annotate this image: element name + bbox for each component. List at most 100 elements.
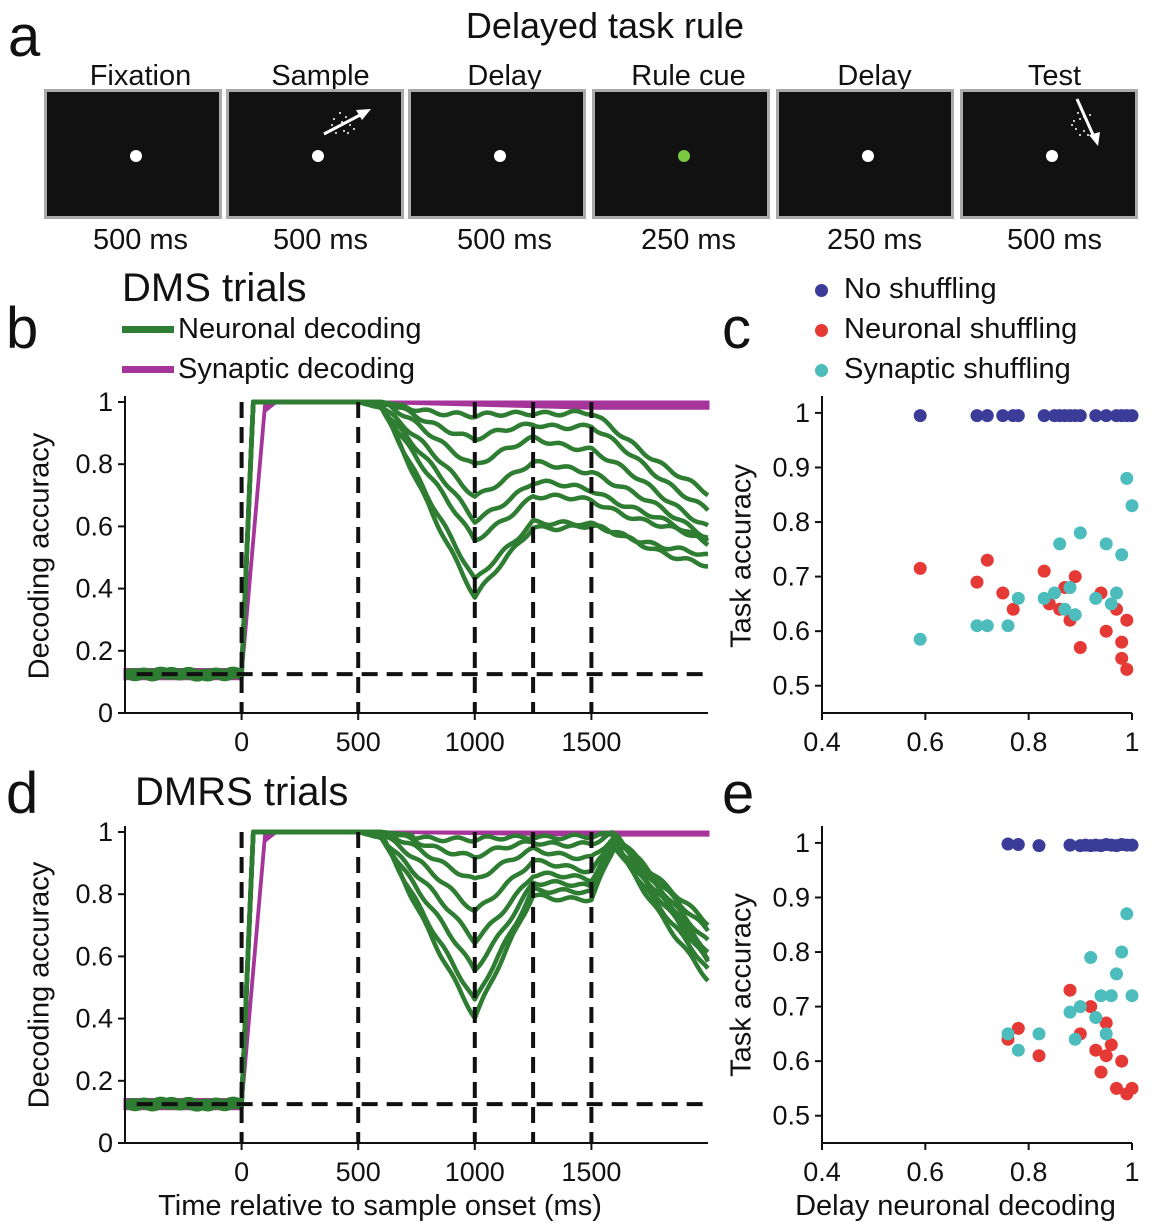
panel-a-label: a — [8, 4, 41, 69]
synaptic-shuffling-point — [1073, 1000, 1087, 1014]
legend-neuronal-swatch — [122, 326, 174, 333]
panel-d-xlabel: Time relative to sample onset (ms) — [158, 1190, 602, 1222]
no-shuffling-point — [1099, 409, 1113, 423]
neuronal-decoding-line — [124, 399, 710, 679]
legend-neuronal-shuffling-dot — [815, 324, 828, 337]
y-tick-label: 0.4 — [75, 1004, 113, 1034]
neuronal-shuffling-point — [1089, 1043, 1103, 1057]
legend-no-shuffling-label: No shuffling — [844, 273, 997, 305]
synaptic-shuffling-point — [1115, 945, 1129, 959]
y-tick-label: 0.4 — [75, 574, 113, 604]
synaptic-shuffling-point — [913, 632, 927, 646]
x-tick-label: 1500 — [561, 727, 621, 757]
legend-neuronal-label: Neuronal decoding — [178, 313, 422, 345]
no-shuffling-point — [980, 409, 994, 423]
x-tick-label: 0.8 — [1010, 1157, 1048, 1187]
x-tick-label: 0.6 — [907, 1157, 945, 1187]
synaptic-shuffling-point — [1104, 989, 1118, 1003]
synaptic-shuffling-point — [1094, 989, 1108, 1003]
neuronal-shuffling-point — [1099, 1049, 1113, 1063]
y-tick-label: 1 — [98, 387, 113, 417]
panel-d-label: d — [6, 761, 39, 826]
no-shuffling-point — [996, 409, 1010, 423]
neuronal-decoding-line — [124, 399, 709, 679]
synaptic-shuffling-point — [1104, 597, 1118, 611]
x-tick-label: 500 — [336, 727, 381, 757]
synaptic-shuffling-point — [1089, 1011, 1103, 1024]
no-shuffling-point — [970, 409, 984, 423]
y-tick-label: 0.7 — [772, 992, 810, 1022]
epoch-duration: 250 ms — [640, 224, 737, 256]
y-tick-label: 0 — [98, 1128, 113, 1158]
synaptic-shuffling-point — [1053, 537, 1067, 551]
neuronal-shuffling-point — [1099, 1016, 1113, 1030]
panel-e-xlabel: Delay neuronal decoding — [795, 1190, 1116, 1222]
x-tick-label: 1 — [1124, 1157, 1139, 1187]
synaptic-shuffling-point — [1073, 526, 1087, 540]
no-shuffling-point — [1125, 409, 1139, 423]
epoch-duration: 500 ms — [272, 224, 369, 256]
y-tick-label: 0.8 — [75, 449, 113, 479]
synaptic-shuffling-point — [1089, 591, 1103, 605]
no-shuffling-point — [1032, 839, 1046, 853]
y-tick-label: 0.5 — [772, 1101, 810, 1131]
motion-stimulus-icon — [323, 109, 371, 136]
x-tick-label: 1000 — [445, 727, 505, 757]
neuronal-shuffling-point — [1115, 651, 1129, 665]
neuronal-shuffling-point — [1110, 1081, 1123, 1095]
no-shuffling-point — [1001, 837, 1015, 851]
fixation-dot — [862, 150, 874, 162]
y-tick-label: 0.7 — [772, 562, 810, 592]
neuronal-shuffling-point — [1120, 613, 1134, 627]
legend-synaptic-shuffling-label: Synaptic shuffling — [844, 353, 1071, 385]
legend-synaptic-label: Synaptic decoding — [178, 353, 415, 385]
legend-synaptic-shuffling-dot — [815, 364, 828, 377]
neuronal-shuffling-point — [980, 553, 994, 567]
epoch-duration: 250 ms — [826, 224, 923, 256]
no-shuffling-point — [1063, 838, 1077, 852]
epoch-screen — [226, 89, 404, 219]
no-shuffling-point — [1011, 409, 1025, 423]
synaptic-shuffling-point — [1099, 1027, 1113, 1041]
epoch-name: Fixation — [89, 60, 192, 92]
legend-neuronal-shuffling-label: Neuronal shuffling — [844, 313, 1078, 345]
epoch-name: Rule cue — [631, 60, 746, 92]
epoch-duration: 500 ms — [92, 224, 189, 256]
synaptic-shuffling-point — [1001, 1027, 1015, 1041]
y-tick-label: 0.9 — [772, 452, 810, 482]
neuronal-decoding-line — [124, 399, 710, 682]
neuronal-shuffling-point — [1115, 635, 1129, 649]
panel-c-label: c — [722, 296, 751, 361]
y-tick-label: 0.5 — [772, 671, 810, 701]
y-tick-label: 0.8 — [772, 937, 810, 967]
fixation-dot — [130, 150, 142, 162]
neuronal-shuffling-point — [1006, 602, 1020, 616]
neuronal-shuffling-point — [1104, 1038, 1118, 1052]
y-tick-label: 0 — [98, 698, 113, 728]
synaptic-shuffling-point — [1115, 548, 1129, 562]
x-tick-label: 0.4 — [803, 727, 841, 757]
chart-d-dmrs-decoding: 0 0.2 0.4 0.6 0.8 1 0 500 1000 1500 — [75, 817, 710, 1187]
neuronal-shuffling-point — [1094, 1065, 1108, 1079]
y-tick-label: 0.2 — [75, 1066, 113, 1096]
panel-b-title: DMS trials — [122, 266, 307, 310]
no-shuffling-point — [1073, 409, 1087, 423]
neuronal-shuffling-point — [1084, 1000, 1098, 1014]
panel-d-title: DMRS trials — [135, 770, 349, 814]
y-tick-label: 0.6 — [772, 1046, 810, 1076]
neuronal-shuffling-point — [1011, 1021, 1025, 1035]
chart-b-dms-decoding: 0 0.2 0.4 0.6 0.8 1 0 500 1000 1500 — [75, 387, 710, 757]
y-tick-label: 1 — [98, 817, 113, 847]
neuronal-shuffling-point — [1125, 1081, 1139, 1095]
y-tick-label: 1 — [795, 828, 810, 858]
y-tick-label: 0.9 — [772, 882, 810, 912]
y-tick-label: 0.6 — [75, 941, 113, 971]
neuronal-shuffling-point — [1037, 564, 1051, 578]
y-tick-label: 0.8 — [75, 879, 113, 909]
synaptic-shuffling-point — [1084, 951, 1098, 964]
synaptic-shuffling-point — [1120, 907, 1134, 921]
neuronal-shuffling-point — [1099, 624, 1113, 638]
synaptic-shuffling-point — [1032, 1027, 1046, 1041]
neuronal-shuffling-point — [913, 561, 927, 575]
panel-e-label: e — [722, 761, 755, 826]
